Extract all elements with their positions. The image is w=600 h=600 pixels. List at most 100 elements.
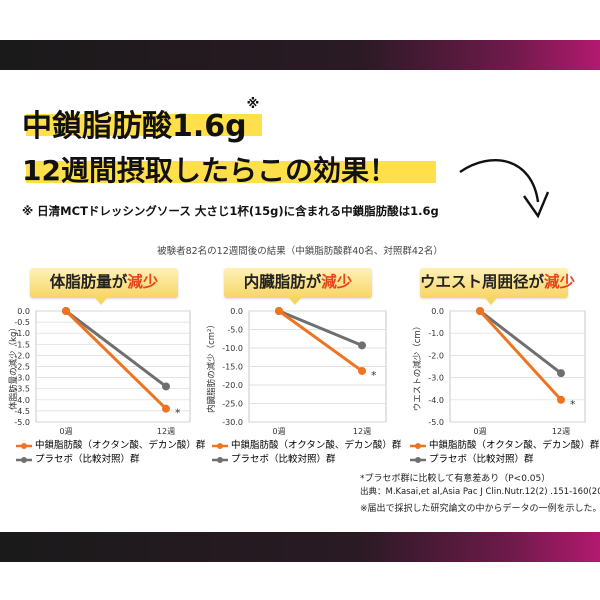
source-note: 出典：M.Kasai,et al,Asia Pac J Clin.Nutr.12… xyxy=(360,487,600,497)
data-point xyxy=(358,341,366,350)
banner-waist: ウエスト周囲径が減少 xyxy=(420,268,575,305)
series-line xyxy=(479,309,562,375)
x-tick-label: 0週 xyxy=(272,427,285,436)
y-tick-label: -4.0 xyxy=(428,396,444,405)
y-tick-label: -5.0 xyxy=(227,326,243,335)
y-axis-label: 内臓脂肪の減少（cm²） xyxy=(206,320,217,413)
data-point xyxy=(358,366,366,375)
headline-highlight-1 xyxy=(26,114,262,136)
series-line xyxy=(64,309,168,410)
y-tick-label: -1.5 xyxy=(14,340,30,349)
data-point xyxy=(557,395,565,404)
banner-body-fat: 体脂肪量が減少 xyxy=(30,268,178,305)
legend-label-mct: 中鎖脂肪酸（オクタン酸、デカン酸）群 xyxy=(35,440,206,451)
significance-mark: * xyxy=(175,407,181,420)
significance-mark: * xyxy=(570,398,576,411)
panel-body-fat: 体脂肪量が減少 xyxy=(18,268,198,468)
legend-item-mct: 中鎖脂肪酸（オクタン酸、デカン酸）群 xyxy=(16,437,205,451)
legend-item-mct: 中鎖脂肪酸（オクタン酸、デカン酸）群 xyxy=(410,437,599,451)
y-tick-label: -20.0 xyxy=(222,381,243,390)
banner-text: 体脂肪量が xyxy=(49,273,128,291)
panel-visceral-fat: 内臓脂肪が減少 xyxy=(212,268,392,468)
y-tick-label: 0.0 xyxy=(230,307,243,316)
y-tick-label: -1.0 xyxy=(428,329,444,338)
data-point xyxy=(557,369,565,378)
y-tick-label: -4.5 xyxy=(14,407,30,416)
y-tick-label: -25.0 xyxy=(222,400,243,409)
y-tick-label: -30.0 xyxy=(222,418,243,427)
legend-swatch-mct xyxy=(16,442,32,449)
y-tick-label: -2.0 xyxy=(14,351,30,360)
panel-waist: ウエスト周囲径が減少 xyxy=(408,268,588,468)
banner-tail xyxy=(94,297,108,305)
plot-area xyxy=(449,310,586,423)
y-tick-label: -4.0 xyxy=(14,396,30,405)
x-tick-label: 12週 xyxy=(552,427,570,436)
y-tick-label: -2.5 xyxy=(14,363,30,372)
banner-text: 内臓脂肪が xyxy=(243,273,322,291)
banner-tail xyxy=(484,297,498,305)
y-tick-label: -0.5 xyxy=(14,318,30,327)
legend-label-placebo: プラセボ（比較対照）群 xyxy=(429,454,534,465)
y-axis-label: ウエストの減少（cm） xyxy=(412,322,423,411)
subtitle: ※ 日清MCTドレッシングソース 大さじ1杯(15g)に含まれる中鎖脂肪酸は1.… xyxy=(22,204,439,218)
x-tick-label: 0週 xyxy=(59,427,72,436)
y-tick-label: -1.0 xyxy=(14,329,30,338)
legend-item-placebo: プラセボ（比較対照）群 xyxy=(16,451,140,465)
data-point xyxy=(162,382,170,391)
y-tick-label: 0.0 xyxy=(17,307,30,316)
significance-mark: * xyxy=(371,369,377,382)
x-tick-label: 12週 xyxy=(353,427,371,436)
headline-line1-text: 中鎖脂肪酸1.6g xyxy=(22,109,247,144)
banner-highlight-text: 減少 xyxy=(544,273,576,291)
banner-highlight-text: 減少 xyxy=(321,273,353,291)
x-tick-label: 12週 xyxy=(157,427,175,436)
legend-item-placebo: プラセボ（比較対照）群 xyxy=(212,451,336,465)
y-tick-label: -3.0 xyxy=(428,374,444,383)
headline-line1: 中鎖脂肪酸1.6g※ xyxy=(22,97,259,145)
y-tick-label: -5.0 xyxy=(14,418,30,427)
data-point xyxy=(62,307,70,315)
legend-item-placebo: プラセボ（比較対照）群 xyxy=(410,451,534,465)
data-point xyxy=(275,307,283,315)
legend-swatch-placebo xyxy=(410,456,426,463)
headline-mark: ※ xyxy=(246,97,260,112)
headline-highlight-2 xyxy=(26,161,436,183)
legend-label-placebo: プラセボ（比較対照）群 xyxy=(35,454,140,465)
legend-swatch-placebo xyxy=(212,456,228,463)
curved-arrow-icon xyxy=(459,159,550,219)
y-tick-label: 0.0 xyxy=(431,307,444,316)
data-point xyxy=(162,404,170,413)
legend-swatch-mct xyxy=(212,442,228,449)
y-tick-label: -3.5 xyxy=(14,385,30,394)
legend-item-mct: 中鎖脂肪酸（オクタン酸、デカン酸）群 xyxy=(212,437,401,451)
series-line xyxy=(278,309,363,373)
series-line xyxy=(65,309,167,388)
y-tick-label: -3.0 xyxy=(14,374,30,383)
y-tick-label: -15.0 xyxy=(222,363,243,372)
y-axis-label: 体脂肪量の減少（kg） xyxy=(8,323,19,410)
y-tick-label: -5.0 xyxy=(428,418,444,427)
banner-visceral-fat: 内臓脂肪が減少 xyxy=(224,268,372,305)
banner-tail xyxy=(288,297,302,305)
banner-highlight-text: 減少 xyxy=(127,273,159,291)
bottom-band xyxy=(0,532,600,562)
top-band xyxy=(0,40,600,70)
disclaimer-note: ※届出で採択した研究論文の中からデータの一例を示した。 xyxy=(360,504,600,514)
legend-label-placebo: プラセボ（比較対照）群 xyxy=(231,454,336,465)
legend-label-mct: 中鎖脂肪酸（オクタン酸、デカン酸）群 xyxy=(429,440,600,451)
x-tick-label: 0週 xyxy=(473,427,486,436)
legend-swatch-mct xyxy=(410,442,426,449)
study-caption: 被験者82名の12週間後の結果（中鎖脂肪酸群40名、対照群42名） xyxy=(157,246,443,257)
series-line xyxy=(278,309,363,347)
significance-note: *プラセボ群に比較して有意差あり（P<0.05） xyxy=(360,474,551,484)
y-tick-label: -2.0 xyxy=(428,351,444,360)
y-tick-label: -10.0 xyxy=(222,344,243,353)
legend-label-mct: 中鎖脂肪酸（オクタン酸、デカン酸）群 xyxy=(231,440,402,451)
banner-text: ウエスト周囲径が xyxy=(420,273,545,291)
headline-line2: 12週間摂取したらこの効果！ xyxy=(22,154,397,187)
series-line xyxy=(478,309,563,401)
legend-swatch-placebo xyxy=(16,456,32,463)
data-point xyxy=(476,307,484,315)
